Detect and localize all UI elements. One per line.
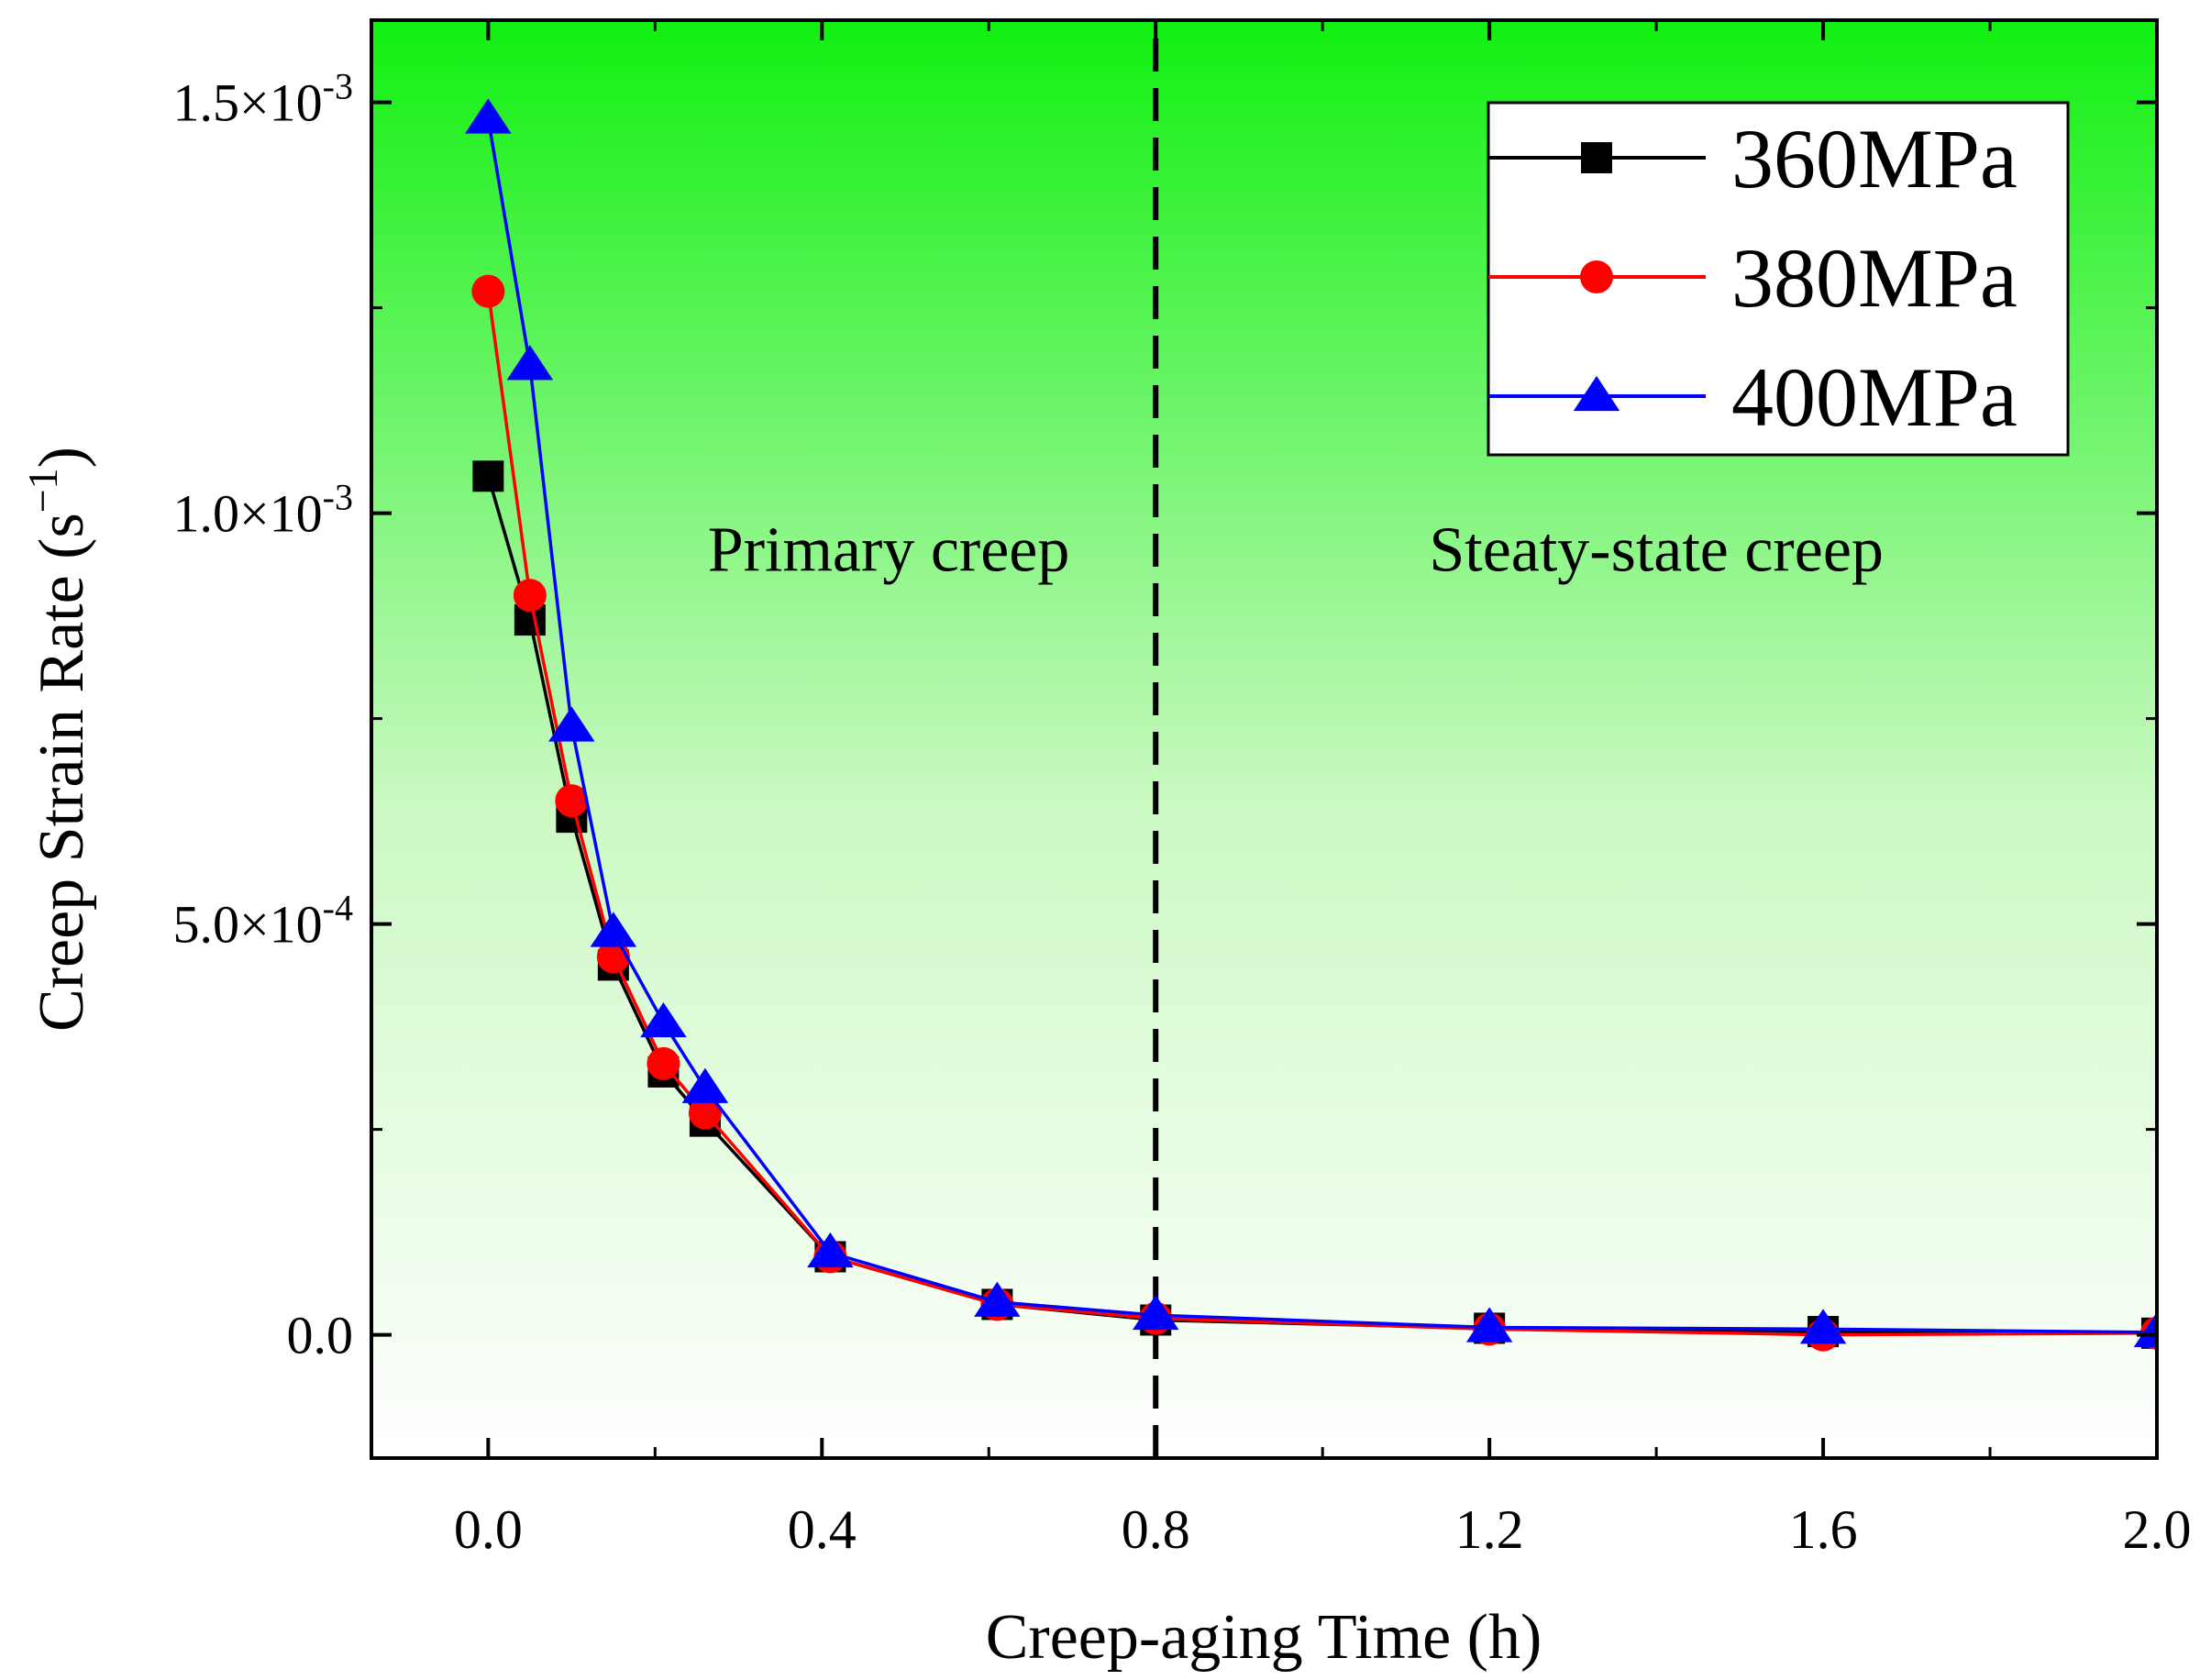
data-point (647, 1046, 680, 1080)
x-tick-label: 0.0 (454, 1499, 523, 1560)
legend-label: 360MPa (1731, 112, 2018, 205)
x-tick-label: 2.0 (2123, 1499, 2192, 1560)
data-point (590, 912, 637, 947)
y-axis-label-exponent: −1 (19, 468, 66, 513)
data-point (2133, 1311, 2157, 1347)
legend-marker (1581, 142, 1612, 173)
data-point (472, 460, 504, 492)
x-tick-label: 0.4 (788, 1499, 857, 1560)
data-point (555, 784, 589, 818)
y-tick-label: 5.0×10-4 (172, 888, 353, 955)
x-tick-label: 0.8 (1122, 1499, 1190, 1560)
data-point (1799, 1309, 1847, 1344)
data-point (1132, 1294, 1179, 1331)
x-axis-label: Creep-aging Time (h) (986, 1602, 1542, 1673)
data-point (640, 1001, 687, 1038)
x-tick-label: 1.2 (1455, 1499, 1524, 1560)
data-point (548, 706, 595, 742)
region-label: Steaty-state creep (1429, 514, 1884, 585)
legend: 360MPa 380MPa 400MPa (1487, 101, 2070, 457)
y-axis-label-main: Creep Strain Rate (s (27, 513, 97, 1032)
annotation-layer: Primary creep Steaty-state creep (708, 39, 1884, 1458)
data-point (471, 274, 505, 308)
data-point (506, 345, 554, 381)
series-400MPa (465, 98, 2157, 1347)
data-point (974, 1281, 1021, 1317)
y-tick-label: 0.0 (287, 1306, 354, 1365)
axis-layer: 0.0 0.4 0.8 1.2 1.6 2.0 0.0 5.0×10-4 1.0×10-3 1.5… (172, 20, 2192, 1560)
x-tick-label: 1.6 (1789, 1499, 1858, 1560)
y-axis-label: Creep Strain Rate (s−1) (19, 447, 97, 1032)
data-point (513, 579, 547, 613)
plot-frame (370, 18, 2159, 1460)
y-axis-label-close: ) (27, 447, 97, 468)
legend-marker (1580, 260, 1613, 293)
legend-marker (1573, 375, 1620, 412)
series-line (486, 118, 2157, 1334)
data-point (465, 98, 512, 134)
data-point (681, 1067, 729, 1103)
data-point (807, 1232, 854, 1268)
series-line (486, 291, 2157, 1337)
data-point (1465, 1307, 1513, 1343)
series-layer (465, 98, 2157, 1352)
data-point (688, 1096, 722, 1130)
y-tick-label: 1.5×10-3 (172, 66, 353, 133)
y-tick-label: 1.0×10-3 (172, 477, 353, 544)
legend-label: 400MPa (1731, 350, 2018, 444)
legend-label: 380MPa (1731, 231, 2018, 325)
region-label: Primary creep (708, 514, 1070, 585)
